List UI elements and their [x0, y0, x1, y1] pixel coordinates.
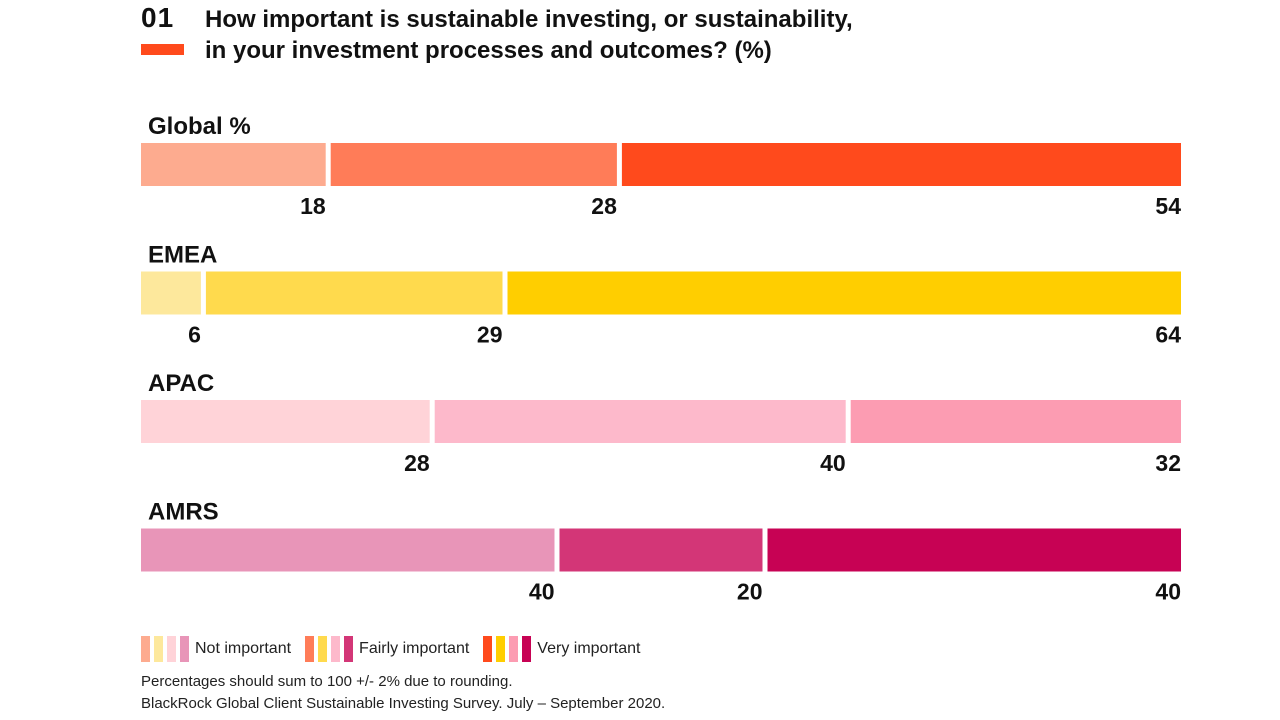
legend-swatch — [305, 636, 315, 662]
bar-segment-very-important — [507, 271, 1181, 315]
value-label: 29 — [477, 322, 503, 348]
value-label: 54 — [1155, 193, 1181, 219]
legend-swatch — [318, 636, 328, 662]
bar-segment-very-important — [767, 528, 1181, 572]
bar-row-apac: APAC 28 40 32 — [141, 370, 1181, 476]
legend-swatch — [167, 636, 176, 662]
chart-title-line-1: How important is sustainable investing, … — [205, 6, 853, 33]
stacked-bar-chart: Global % 18 28 54 EMEA 6 29 64 APAC 28 40 32 AMRS 40 2… — [141, 113, 1181, 605]
legend-label: Fairly important — [359, 640, 470, 657]
legend-swatch — [496, 636, 506, 662]
bar-segment-not-important — [141, 271, 201, 315]
legend-swatch — [154, 636, 163, 662]
chart-title: How important is sustainable investing, … — [205, 4, 1105, 66]
legend-swatch — [180, 636, 189, 662]
bar-row-global: Global % 18 28 54 — [141, 113, 1181, 219]
region-label: APAC — [148, 370, 214, 397]
value-label: 18 — [300, 193, 326, 219]
legend-label: Not important — [195, 640, 292, 657]
value-label: 40 — [529, 579, 555, 605]
bar-row-amrs: AMRS 40 20 40 — [141, 499, 1181, 605]
value-label: 28 — [591, 193, 617, 219]
bar-segment-fairly-important — [434, 400, 846, 443]
legend-item-very-important: Very important — [483, 636, 640, 662]
value-label: 20 — [737, 579, 763, 605]
value-label: 40 — [1155, 579, 1181, 605]
bar-segment-very-important — [621, 143, 1181, 186]
legend-swatch — [141, 636, 150, 662]
bar-segment-fairly-important — [330, 143, 617, 186]
bar-segment-fairly-important — [559, 528, 763, 572]
value-label: 6 — [188, 322, 201, 348]
value-label: 64 — [1155, 322, 1181, 348]
legend-swatch — [483, 636, 493, 662]
value-label: 28 — [404, 450, 430, 476]
chart-title-line-2: in your investment processes and outcome… — [205, 37, 772, 64]
legend-swatch — [509, 636, 519, 662]
chart-legend: Not important Fairly important Very import… — [141, 636, 654, 662]
chart-number-accent-bar — [141, 44, 184, 55]
region-label: EMEA — [148, 242, 217, 269]
legend-swatch — [344, 636, 354, 662]
legend-swatch — [331, 636, 341, 662]
value-label: 32 — [1155, 450, 1181, 476]
bar-segment-fairly-important — [205, 271, 503, 315]
legend-swatch — [522, 636, 532, 662]
bar-row-emea: EMEA 6 29 64 — [141, 242, 1181, 348]
bar-segment-not-important — [141, 400, 430, 443]
bar-segment-very-important — [850, 400, 1181, 443]
legend-item-not-important: Not important — [141, 636, 291, 662]
value-label: 40 — [820, 450, 846, 476]
bar-segment-not-important — [141, 528, 555, 572]
bar-segment-not-important — [141, 143, 326, 186]
source-footnote: BlackRock Global Client Sustainable Inve… — [141, 695, 666, 712]
legend-label: Very important — [537, 640, 641, 657]
region-label: AMRS — [148, 499, 219, 526]
legend-item-fairly-important: Fairly important — [305, 636, 469, 662]
region-label: Global % — [148, 113, 251, 140]
chart-number: 01 — [141, 2, 175, 33]
rounding-footnote: Percentages should sum to 100 +/- 2% due… — [141, 673, 513, 690]
